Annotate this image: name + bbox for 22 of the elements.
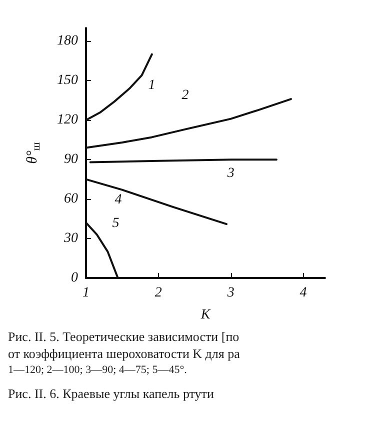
y-tick-label: 30 [63, 231, 78, 246]
y-tick-label: 0 [71, 270, 78, 286]
x-tick-label: 3 [226, 286, 234, 300]
y-tick-label: 180 [57, 34, 78, 49]
x-tick-label: 2 [154, 286, 162, 300]
y-tick-label: 90 [64, 152, 78, 168]
y-axis-title: θ°ш [24, 142, 42, 164]
text: Рис. II. 6. Краевые углы капель ртути [8, 385, 215, 402]
y-tick-label: 120 [57, 112, 78, 128]
series-label: 4 [114, 192, 122, 208]
series-label: 1 [148, 78, 156, 93]
text: 1—120; 2—100; 3—90; 4—75; 5—45°. [8, 363, 188, 378]
series-label: 3 [226, 166, 234, 182]
y-tick-label: 150 [57, 73, 78, 88]
series-label: 5 [112, 216, 120, 232]
y-tick-label: 60 [64, 192, 78, 207]
text: Рис. II. 5. Теоретические зависимости [по [8, 328, 240, 345]
text: от коэффициента шероховатости K для ра [8, 345, 241, 362]
x-tick-label: 4 [300, 286, 307, 300]
series-label: 2 [182, 88, 189, 103]
x-axis-title: K [200, 308, 211, 322]
x-tick-label: 1 [82, 286, 90, 300]
